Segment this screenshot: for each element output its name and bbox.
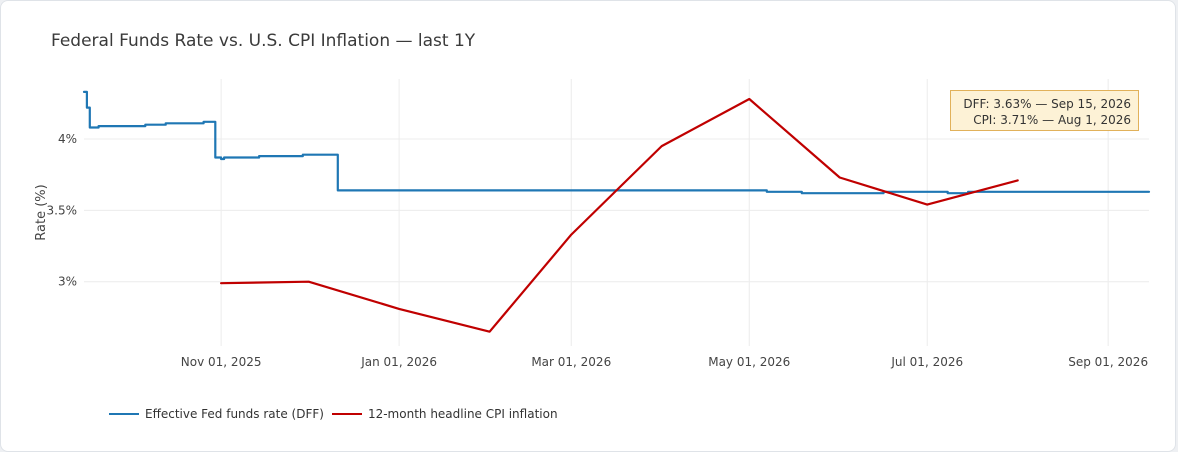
- legend-label-cpi: 12-month headline CPI inflation: [367, 407, 558, 421]
- y-axis-title: Rate (%): [34, 184, 49, 240]
- annotation-dff-text: DFF: 3.63% — Sep 15, 2026: [963, 97, 1131, 111]
- legend-swatch-dff: [109, 413, 139, 415]
- y-tick-label: 4%: [58, 132, 77, 146]
- legend-label-dff: Effective Fed funds rate (DFF): [145, 407, 324, 421]
- legend-swatch-cpi: [331, 413, 362, 415]
- x-tick-label: May 01, 2026: [708, 355, 790, 369]
- x-tick-label: Mar 01, 2026: [531, 355, 611, 369]
- latest-values-annotation: DFF: 3.63% — Sep 15, 2026 CPI: 3.71% — A…: [950, 90, 1139, 131]
- legend-item-dff[interactable]: Effective Fed funds rate (DFF): [109, 407, 324, 421]
- x-tick-label: Jul 01, 2026: [890, 355, 963, 369]
- chart-title: Federal Funds Rate vs. U.S. CPI Inflatio…: [51, 31, 476, 51]
- annotation-cpi-text: CPI: 3.71% — Aug 1, 2026: [973, 113, 1131, 127]
- y-tick-label: 3%: [58, 275, 77, 289]
- y-tick-label: 3.5%: [47, 203, 78, 217]
- x-tick-label: Jan 01, 2026: [360, 355, 437, 369]
- x-tick-label: Sep 01, 2026: [1068, 355, 1148, 369]
- chart-legend: Effective Fed funds rate (DFF) 12-month …: [109, 407, 566, 421]
- legend-item-cpi[interactable]: 12-month headline CPI inflation: [331, 407, 558, 421]
- cpi-series-line[interactable]: [220, 97, 1019, 333]
- dff-series-line[interactable]: [82, 90, 1151, 195]
- x-tick-label: Nov 01, 2025: [181, 355, 262, 369]
